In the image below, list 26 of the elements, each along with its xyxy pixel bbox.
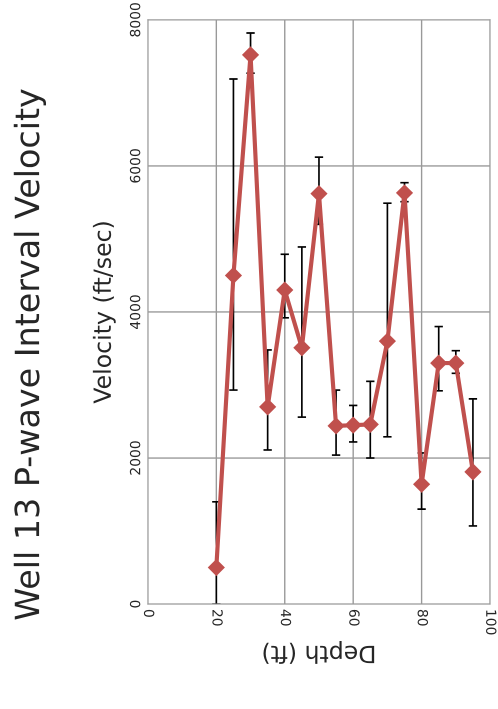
point — [396, 184, 413, 202]
point — [225, 267, 242, 284]
text: Well 13 P-wave Interval Velocity — [14, 89, 46, 620]
y-tick-label: 0 — [130, 600, 140, 608]
x-tick-label: 20 — [212, 610, 223, 626]
point — [328, 418, 344, 434]
x-tick-label: 100 — [486, 610, 497, 635]
point — [447, 354, 464, 372]
y-axis-title: Velocity (ft/sec) — [92, 222, 116, 404]
y-tick-label: 4000 — [130, 295, 140, 329]
point — [379, 332, 396, 350]
x-axis-title: Depth (ft) — [263, 640, 374, 664]
y-tick-label: 6000 — [130, 149, 140, 183]
point — [242, 46, 259, 64]
x-tick-label: 40 — [280, 610, 292, 626]
point — [259, 398, 276, 416]
point — [430, 354, 448, 372]
point — [362, 416, 379, 433]
x-tick-label: 60 — [349, 610, 360, 626]
y-tick-label: 8000 — [130, 3, 140, 37]
y-tick-label: 2000 — [130, 441, 140, 475]
point — [344, 416, 362, 434]
x-tick-label: 80 — [418, 610, 428, 626]
point — [464, 464, 482, 480]
point — [208, 559, 225, 576]
x-tick-label: 0 — [144, 610, 154, 617]
